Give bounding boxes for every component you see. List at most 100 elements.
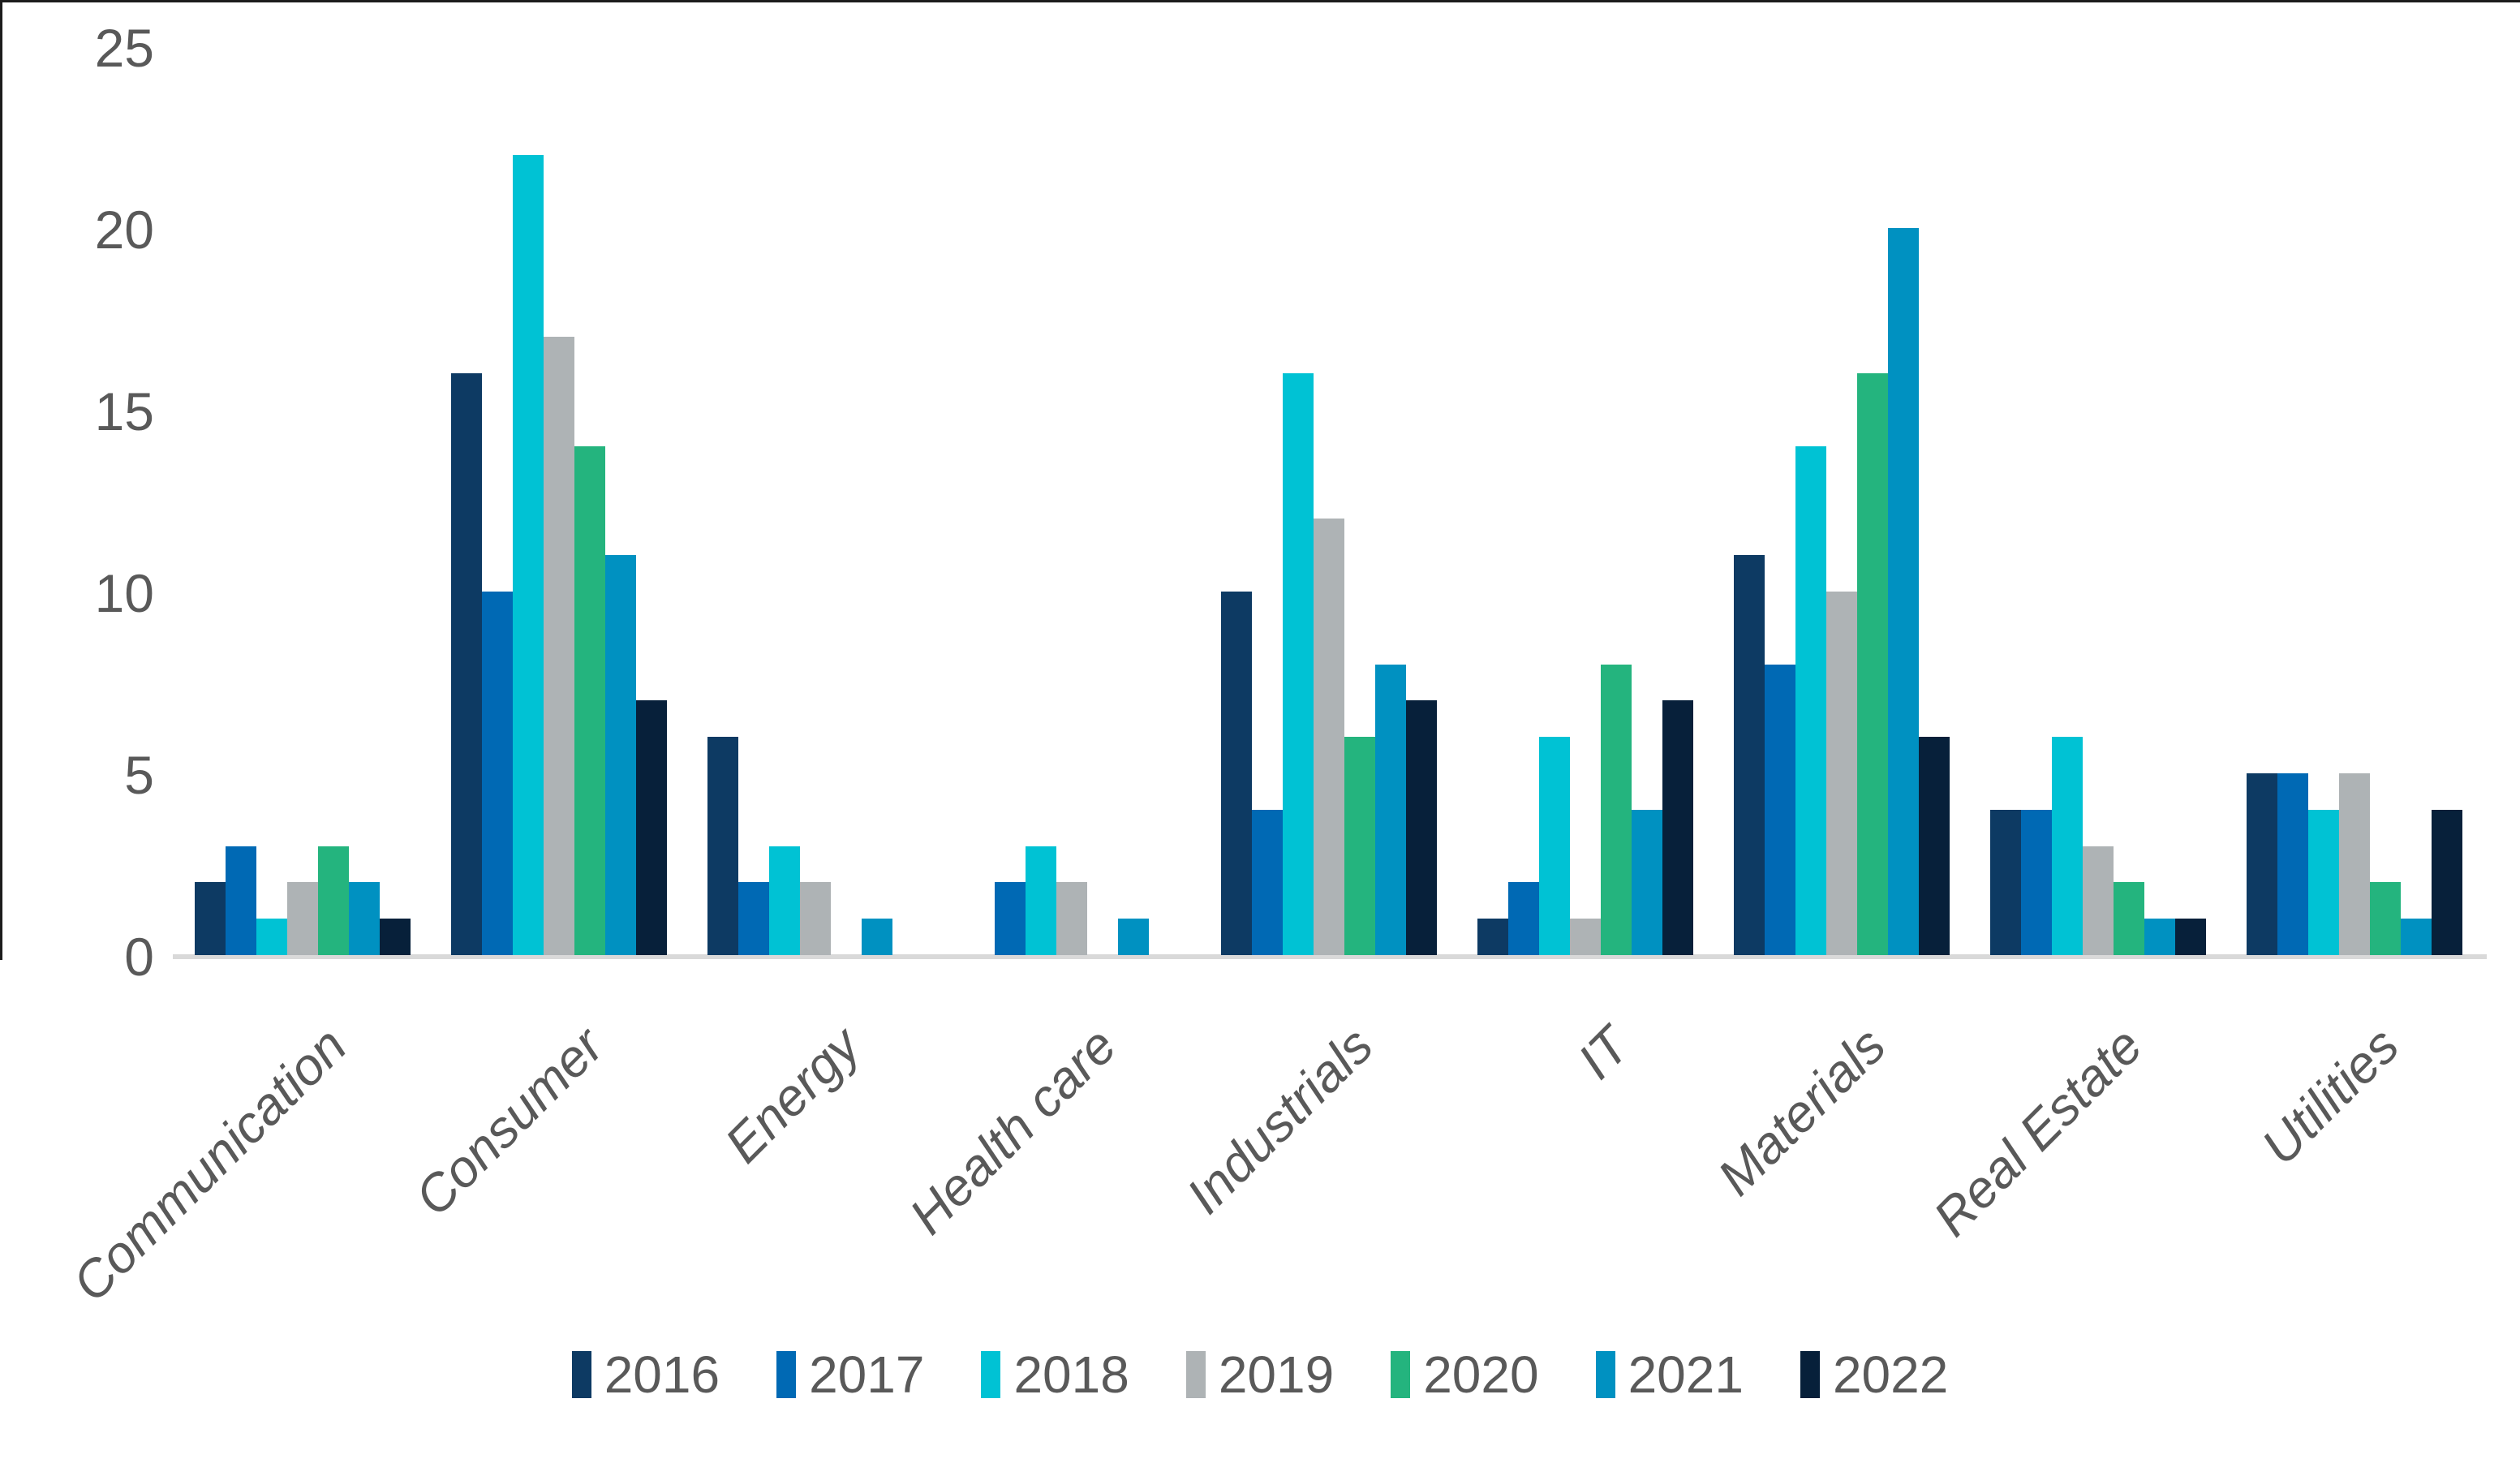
- category-label-industrials: Industrials: [1175, 1016, 1384, 1225]
- bar-2017-utilities: [2277, 773, 2308, 955]
- legend-swatch-2016: [571, 1351, 591, 1398]
- bar-group-communication: [195, 846, 411, 955]
- bar-2020-consumer: [574, 445, 606, 955]
- bar-2019-utilities: [2338, 773, 2370, 955]
- legend-swatch-2022: [1800, 1351, 1820, 1398]
- category-label-utilities: Utilities: [2250, 1016, 2410, 1176]
- category-label-it: IT: [1566, 1016, 1641, 1091]
- bar-2018-health-care: [1026, 846, 1057, 955]
- bar-2022-industrials: [1405, 700, 1437, 955]
- legend-label-2022: 2022: [1832, 1345, 1949, 1404]
- y-axis-tick-label: 5: [124, 745, 154, 805]
- bar-2016-real-estate: [1989, 809, 2021, 955]
- legend-label-2020: 2020: [1423, 1345, 1539, 1404]
- category-label-energy: Energy: [713, 1016, 871, 1174]
- legend-swatch-2017: [776, 1351, 797, 1398]
- bar-2020-industrials: [1344, 737, 1375, 955]
- bar-2020-utilities: [2369, 882, 2401, 955]
- legend-label-2016: 2016: [604, 1345, 720, 1404]
- bar-group-it: [1477, 664, 1693, 955]
- y-axis-tick-label: 15: [94, 381, 154, 441]
- y-axis-tick-label: 0: [124, 927, 154, 987]
- legend-swatch-2020: [1391, 1351, 1411, 1398]
- bar-2017-it: [1507, 882, 1539, 955]
- legend-item-2017: 2017: [776, 1349, 924, 1401]
- bar-2018-utilities: [2307, 809, 2339, 955]
- bar-2021-industrials: [1374, 664, 1406, 955]
- legend-item-2022: 2022: [1800, 1349, 1948, 1401]
- legend-item-2016: 2016: [571, 1345, 720, 1404]
- bar-2019-industrials: [1313, 519, 1344, 955]
- bar-2017-real-estate: [2020, 809, 2052, 955]
- category-label-health-care: Health care: [898, 1016, 1128, 1246]
- bar-2021-materials: [1887, 228, 1919, 955]
- bar-group-industrials: [1220, 373, 1437, 955]
- bar-2016-communication: [195, 882, 226, 955]
- bar-2019-real-estate: [2082, 846, 2114, 955]
- bar-2022-real-estate: [2174, 919, 2206, 955]
- legend-label-2021: 2021: [1628, 1345, 1744, 1404]
- bar-2020-it: [1600, 664, 1632, 955]
- frame-border-top: [0, 0, 2520, 2]
- bar-2022-communication: [380, 919, 411, 955]
- category-label-materials: Materials: [1706, 1016, 1897, 1207]
- bar-group-materials: [1733, 228, 1950, 955]
- bar-group-real-estate: [1989, 737, 2206, 955]
- bar-2016-utilities: [2246, 773, 2277, 955]
- bar-2020-materials: [1856, 373, 1888, 955]
- bar-2017-energy: [738, 882, 770, 955]
- bar-2020-communication: [318, 846, 350, 955]
- bar-2016-industrials: [1220, 592, 1252, 955]
- bar-2016-energy: [707, 737, 739, 955]
- bar-2016-materials: [1733, 555, 1765, 955]
- legend-item-2021: 2021: [1595, 1345, 1744, 1404]
- legend-label-2018: 2018: [1013, 1345, 1129, 1404]
- bar-2019-energy: [800, 882, 832, 955]
- bar-2018-real-estate: [2051, 737, 2083, 955]
- bar-2022-consumer: [636, 700, 668, 955]
- legend-label-2017: 2017: [809, 1345, 925, 1404]
- bar-2018-materials: [1795, 445, 1826, 955]
- bar-2017-communication: [226, 846, 257, 955]
- bar-2016-consumer: [451, 373, 483, 955]
- bar-2019-health-care: [1056, 882, 1088, 955]
- bar-2019-communication: [287, 882, 319, 955]
- bar-2019-consumer: [544, 337, 575, 955]
- bar-2017-consumer: [482, 592, 514, 955]
- y-axis-tick-label: 20: [94, 200, 154, 260]
- bar-2022-materials: [1918, 737, 1950, 955]
- bar-2020-real-estate: [2113, 882, 2144, 955]
- bar-2018-energy: [769, 846, 801, 955]
- bar-2018-consumer: [513, 155, 544, 955]
- legend-item-2018: 2018: [981, 1349, 1129, 1401]
- bar-group-utilities: [2246, 773, 2462, 955]
- bar-group-consumer: [451, 155, 668, 955]
- bar-2021-utilities: [2400, 919, 2432, 955]
- bar-2021-consumer: [605, 555, 637, 955]
- legend-label-2019: 2019: [1218, 1345, 1335, 1404]
- legend-swatch-2018: [981, 1351, 1001, 1398]
- bar-2022-utilities: [2431, 809, 2462, 955]
- bar-2019-materials: [1825, 592, 1857, 955]
- bar-2021-it: [1631, 809, 1662, 955]
- bar-2021-energy: [862, 919, 893, 955]
- bar-group-energy: [707, 737, 923, 955]
- legend-item-2019: 2019: [1185, 1345, 1335, 1404]
- bar-2017-health-care: [995, 882, 1026, 955]
- category-label-consumer: Consumer: [403, 1016, 615, 1227]
- bar-2018-it: [1538, 737, 1570, 955]
- frame-border-left: [0, 0, 2, 960]
- bar-2016-it: [1477, 919, 1508, 955]
- legend: 2016 2017 2018 2019 2020 2021 2022: [0, 1349, 2520, 1401]
- bar-2022-it: [1662, 700, 1693, 955]
- x-axis-line: [173, 954, 2487, 959]
- legend-item-2020: 2020: [1391, 1345, 1539, 1404]
- bar-2021-health-care: [1118, 919, 1150, 955]
- category-label-communication: Communication: [61, 1016, 359, 1313]
- bar-2017-materials: [1764, 664, 1795, 955]
- bar-2017-industrials: [1251, 809, 1283, 955]
- bar-2018-industrials: [1282, 373, 1314, 955]
- bar-2021-real-estate: [2144, 919, 2175, 955]
